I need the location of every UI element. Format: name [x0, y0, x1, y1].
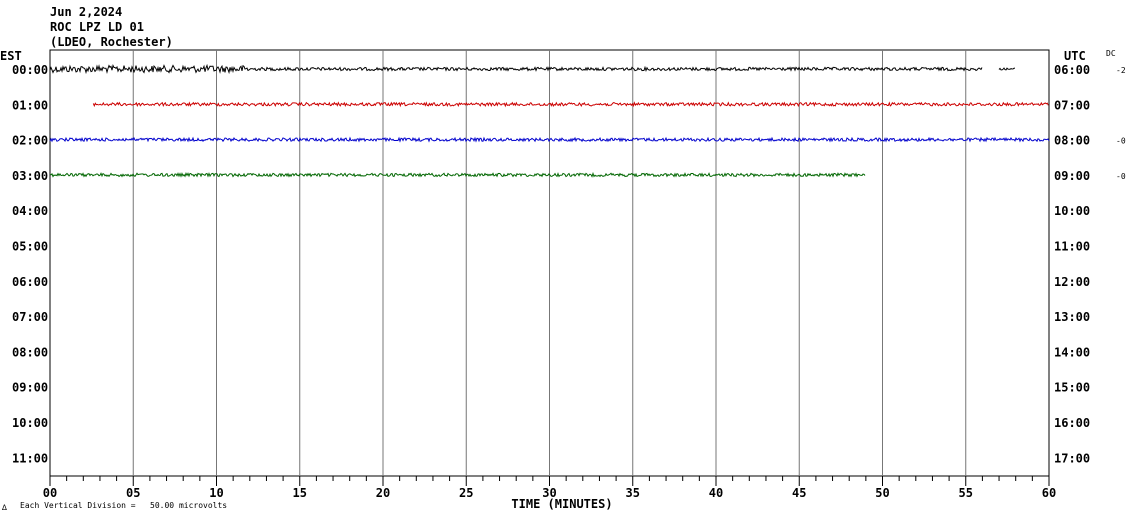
utc-row-label: 15:00 [1054, 381, 1090, 395]
est-row-label: 02:00 [12, 134, 48, 148]
x-axis-ticks: 00 05 10 15 20 25 30 35 40 45 50 55 60 [43, 476, 1056, 500]
est-row-label: 00:00 [12, 63, 48, 77]
utc-row-label: 16:00 [1054, 416, 1090, 430]
trace-row-1 [92, 101, 1049, 108]
header-station: ROC LPZ LD 01 [50, 20, 144, 34]
traces [49, 63, 1050, 178]
x-tick-label: 10 [209, 486, 223, 500]
est-row-label: 03:00 [12, 169, 48, 183]
x-tick-label: 30 [542, 486, 556, 500]
left-timezone-label: EST [0, 49, 22, 63]
x-tick-label: 50 [875, 486, 889, 500]
footer-mark: ∆ [1, 503, 7, 512]
utc-row-label: 13:00 [1054, 310, 1090, 324]
dc-offset-value: -2 [1116, 66, 1126, 75]
x-tick-label: 55 [959, 486, 973, 500]
x-tick-label: 45 [792, 486, 806, 500]
right-timezone-label: UTC [1064, 49, 1086, 63]
trace-row-0 [49, 63, 983, 75]
x-tick-label: 40 [709, 486, 723, 500]
est-row-label: 08:00 [12, 345, 48, 359]
footer-scale-text: Each Vertical Division = 50.00 microvolt… [20, 501, 227, 510]
trace-row-0-segment [998, 67, 1016, 71]
x-axis-title: TIME (MINUTES) [511, 497, 612, 511]
header-date: Jun 2,2024 [50, 5, 122, 19]
trace-row-3 [49, 171, 866, 178]
utc-row-label: 11:00 [1054, 240, 1090, 254]
est-row-label: 04:00 [12, 204, 48, 218]
est-row-label: 07:00 [12, 310, 48, 324]
utc-row-label: 12:00 [1054, 275, 1090, 289]
est-row-label: 11:00 [12, 451, 48, 465]
x-tick-label: 05 [126, 486, 140, 500]
utc-row-label: 09:00 [1054, 169, 1090, 183]
est-row-label: 10:00 [12, 416, 48, 430]
row-labels: 00:00 01:00 02:00 03:00 04:00 05:00 06:00 07:00… [12, 63, 1090, 465]
trace-row-2 [49, 136, 1050, 143]
utc-row-label: 17:00 [1054, 451, 1090, 465]
est-row-label: 06:00 [12, 275, 48, 289]
x-tick-label: 25 [459, 486, 473, 500]
utc-row-label: 14:00 [1054, 345, 1090, 359]
dc-offset-value: -0 [1116, 137, 1126, 146]
utc-row-label: 10:00 [1054, 204, 1090, 218]
x-tick-label: 60 [1042, 486, 1056, 500]
est-row-label: 05:00 [12, 240, 48, 254]
x-tick-label: 20 [376, 486, 390, 500]
x-tick-label: 00 [43, 486, 57, 500]
utc-row-label: 07:00 [1054, 98, 1090, 112]
dc-offsets: -2 -0 -0 [1116, 66, 1126, 181]
grid-lines [132, 50, 967, 476]
est-row-label: 09:00 [12, 381, 48, 395]
utc-row-label: 08:00 [1054, 134, 1090, 148]
dc-offset-value: -0 [1116, 172, 1126, 181]
dc-label: DC [1106, 49, 1116, 58]
x-tick-label: 35 [626, 486, 640, 500]
est-row-label: 01:00 [12, 98, 48, 112]
header-network: (LDEO, Rochester) [50, 35, 173, 49]
utc-row-label: 06:00 [1054, 63, 1090, 77]
x-tick-label: 15 [293, 486, 307, 500]
